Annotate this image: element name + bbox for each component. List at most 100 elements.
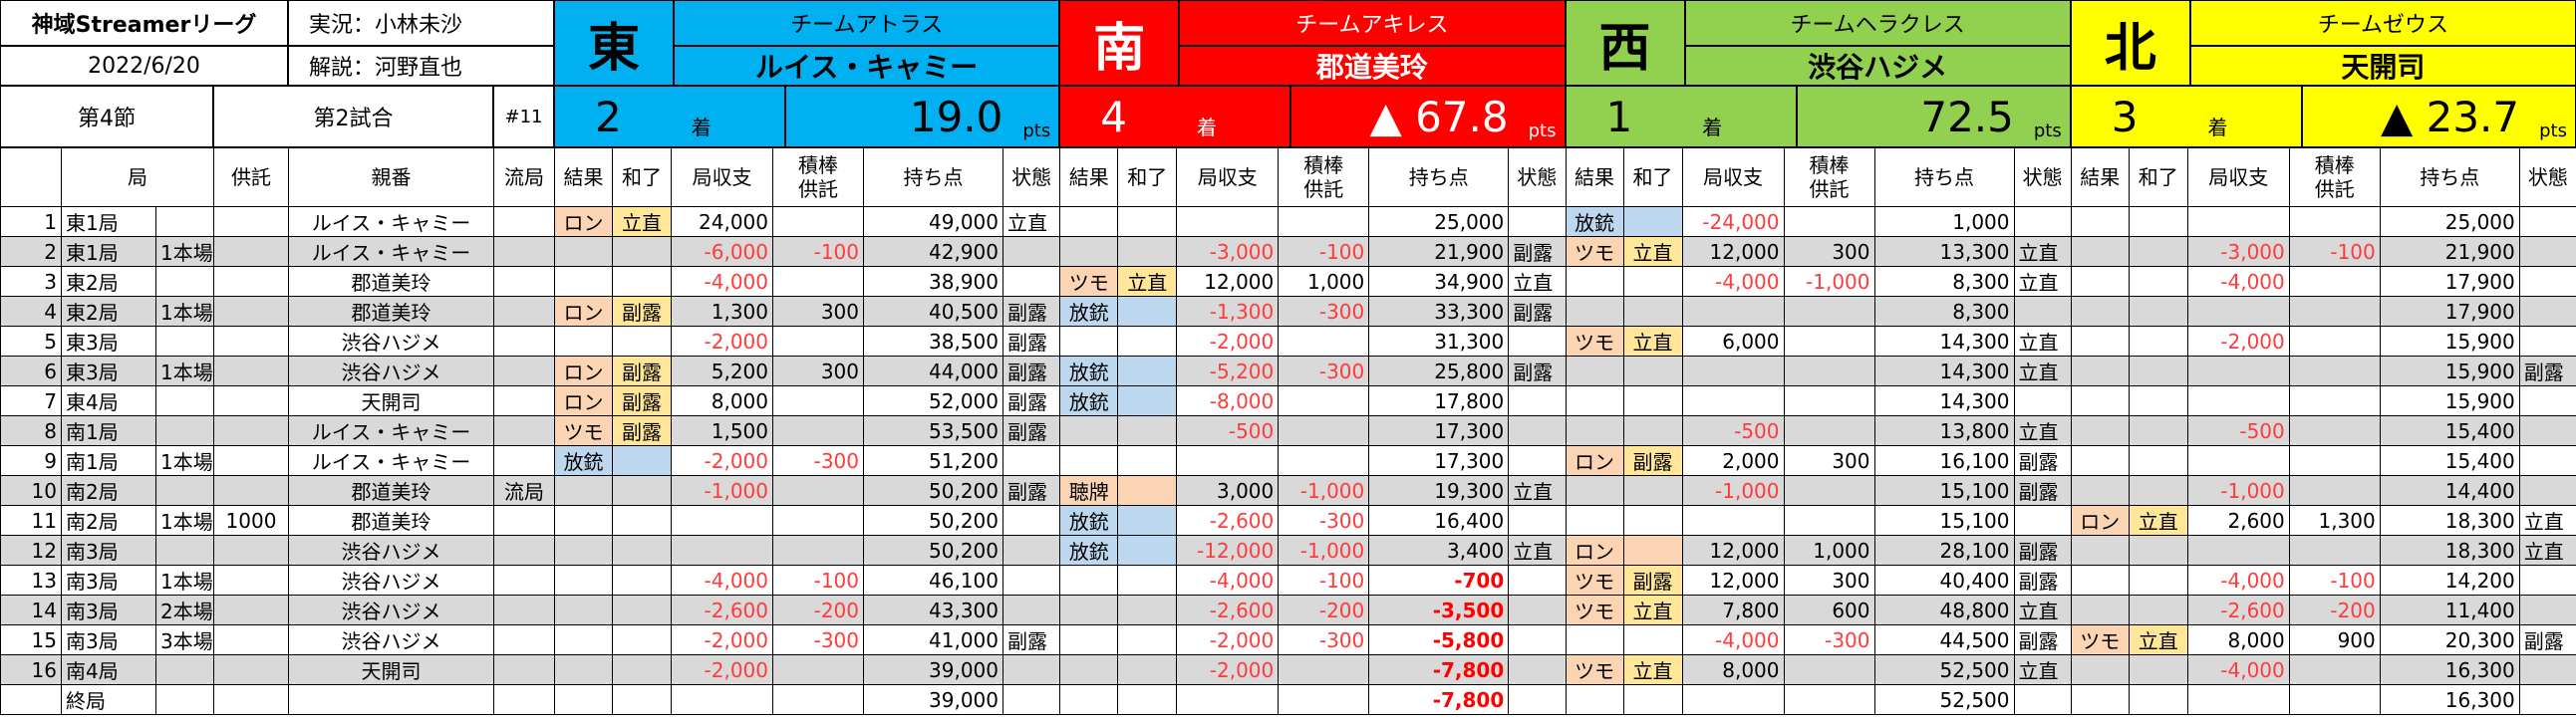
round-cell: ルイス・キャミー — [288, 445, 494, 476]
team-cell — [1002, 236, 1061, 267]
team-cell: -1,000 — [671, 475, 773, 506]
team-cell — [2128, 356, 2188, 386]
team-cell — [554, 595, 613, 625]
team-cell — [1783, 206, 1875, 237]
team-cell — [2186, 535, 2290, 566]
team-cell: 副露 — [1002, 326, 1061, 357]
team-cell: 33,300 — [1368, 296, 1510, 327]
team-cell: 立直 — [1622, 326, 1683, 357]
team-cell — [1117, 684, 1178, 715]
team-cell: -300 — [1783, 624, 1875, 655]
column-header: 状態 — [1508, 147, 1567, 207]
team-cell: 副露 — [1002, 356, 1061, 386]
round-cell: ルイス・キャミー — [288, 415, 494, 446]
team-cell: 300 — [1783, 236, 1875, 267]
team-cell: ロン — [2070, 505, 2130, 536]
round-cell — [493, 266, 555, 297]
round-cell — [155, 535, 214, 566]
team-cell: 副露 — [2013, 535, 2072, 566]
round-cell — [288, 684, 494, 715]
team-cell — [1622, 535, 1683, 566]
team-cell: 1,500 — [671, 415, 773, 446]
team-cell — [772, 475, 864, 506]
team-cell: 副露 — [612, 296, 672, 327]
team-player: ルイス・キャミー — [674, 46, 1060, 86]
team-cell: 放銃 — [1565, 206, 1624, 237]
team-cell — [1059, 595, 1119, 625]
team-cell: -1,000 — [1278, 475, 1370, 506]
team-cell — [772, 654, 864, 685]
team-cell: ツモ — [2070, 624, 2130, 655]
team-cell: -100 — [2288, 236, 2381, 267]
round-cell: 10 — [0, 475, 62, 506]
team-cell: 49,000 — [863, 206, 1003, 237]
round-cell: 流局 — [493, 475, 555, 506]
team-cell — [1565, 624, 1624, 655]
round-cell: 南3局 — [61, 565, 156, 596]
team-cell — [1059, 565, 1119, 596]
team-cell: -2,600 — [1176, 595, 1280, 625]
team-cell: -4,000 — [671, 266, 773, 297]
team-cell: 8,300 — [1873, 266, 2015, 297]
round-cell: 南3局 — [61, 624, 156, 655]
team-cell: 立直 — [2518, 535, 2576, 566]
round-row: 3 東2局 郡道美玲 -4,000 38,900 ツモ 立直 12,000 1,000 34,90… — [0, 266, 2576, 297]
round-row: 12 南3局 渋谷ハジメ 50,200 放銃 -12,000 -1,000 3,400 立直 ロン… — [0, 535, 2576, 566]
team-cell — [554, 475, 613, 506]
team-player: 郡道美玲 — [1179, 46, 1566, 86]
round-cell: 天開司 — [288, 654, 494, 685]
team-cell — [2518, 654, 2576, 685]
score-unit: pts — [2033, 120, 2062, 141]
team-cell — [2186, 206, 2290, 237]
team-cell: 38,500 — [863, 326, 1003, 357]
team-cell: 15,400 — [2379, 415, 2520, 446]
team-cell: 16,400 — [1368, 505, 1510, 536]
team-cell — [2128, 535, 2188, 566]
team-cell — [1508, 326, 1567, 357]
team-cell: 1,000 — [1873, 206, 2015, 237]
team-cell: -8,000 — [1176, 385, 1280, 416]
team-cell: 副露 — [1508, 356, 1567, 386]
round-cell: 9 — [0, 445, 62, 476]
round-cell: 7 — [0, 385, 62, 416]
team-cell: -500 — [1176, 415, 1280, 446]
score: ▲ 67.8 — [1369, 92, 1509, 141]
team-cell — [772, 206, 864, 237]
team-name: チームゼウス — [2189, 0, 2576, 46]
team-cell: -2,000 — [671, 654, 773, 685]
column-header: 局 — [61, 147, 214, 207]
team-cell — [1059, 236, 1119, 267]
team-cell: 1,000 — [1783, 535, 1875, 566]
team-cell: 8,000 — [2186, 624, 2290, 655]
round-cell: 15 — [0, 624, 62, 655]
team-cell — [1176, 684, 1280, 715]
team-wind: 西 — [1565, 0, 1685, 86]
team-cell: 15,900 — [2379, 385, 2520, 416]
team-cell: -1,000 — [1278, 535, 1370, 566]
round-cell: 6 — [0, 356, 62, 386]
team-cell: 25,000 — [1368, 206, 1510, 237]
team-cell — [1117, 385, 1178, 416]
column-header: 持ち点 — [1368, 147, 1510, 207]
team-cell: ロン — [554, 206, 613, 237]
team-cell: 副露 — [1002, 624, 1061, 655]
round-cell — [493, 595, 555, 625]
team-cell: 44,500 — [1873, 624, 2015, 655]
team-cell — [1508, 624, 1567, 655]
team-cell: 副露 — [612, 385, 672, 416]
column-header: 持ち点 — [1873, 147, 2015, 207]
team-cell: -3,000 — [1176, 236, 1280, 267]
round-cell — [155, 415, 214, 446]
team-cell — [2128, 296, 2188, 327]
team-cell — [1117, 206, 1178, 237]
team-cell: 600 — [1783, 595, 1875, 625]
team-cell — [1278, 326, 1370, 357]
team-cell — [2186, 356, 2290, 386]
team-cell — [1059, 326, 1119, 357]
team-cell: 立直 — [2013, 356, 2072, 386]
team-cell — [1783, 475, 1875, 506]
column-header: 結果 — [1565, 147, 1624, 207]
team-cell: 立直 — [1622, 236, 1683, 267]
